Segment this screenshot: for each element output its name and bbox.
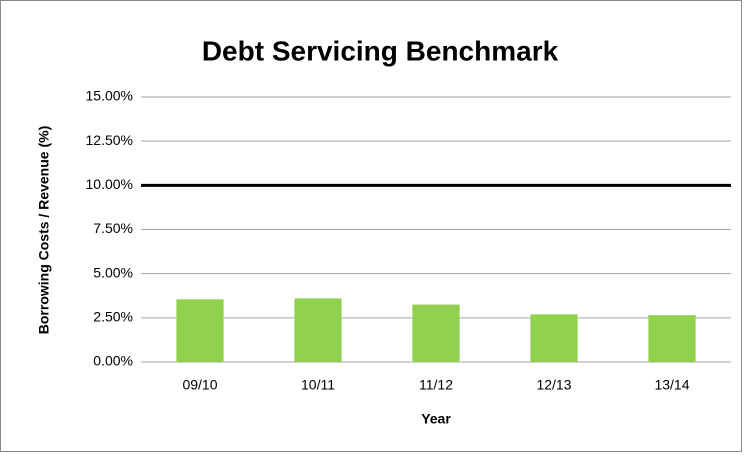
y-tick-label: 2.50% <box>93 309 133 325</box>
y-tick-label: 15.00% <box>86 88 133 104</box>
bar <box>294 298 342 362</box>
y-tick-label: 10.00% <box>86 176 133 192</box>
y-tick-label: 12.50% <box>86 132 133 148</box>
bar <box>412 304 460 362</box>
chart-title: Debt Servicing Benchmark <box>202 35 559 66</box>
x-tick-label: 09/10 <box>182 377 217 393</box>
x-tick-label: 11/12 <box>419 377 453 393</box>
bar <box>176 299 224 362</box>
bar <box>530 314 578 362</box>
x-tick-label: 10/11 <box>301 377 335 393</box>
y-tick-label: 5.00% <box>93 264 133 280</box>
bar <box>648 315 696 362</box>
x-tick-label: 12/13 <box>536 377 571 393</box>
x-axis-title: Year <box>421 411 451 427</box>
y-axis-title: Borrowing Costs / Revenue (%) <box>36 126 52 334</box>
y-tick-label: 7.50% <box>93 220 133 236</box>
y-tick-label: 0.00% <box>93 353 133 369</box>
x-tick-label: 13/14 <box>654 377 689 393</box>
